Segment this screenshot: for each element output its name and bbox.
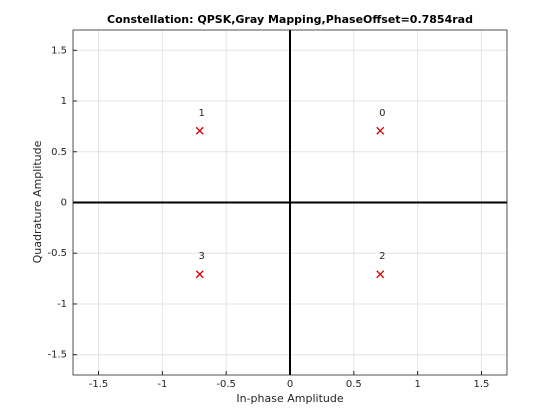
marker: [376, 126, 385, 135]
y-tick-label: 1: [61, 96, 67, 107]
point-label: 0: [379, 108, 385, 119]
x-axis-label: In-phase Amplitude: [236, 392, 343, 405]
point-label: 2: [379, 251, 385, 262]
marker: [195, 126, 204, 135]
point-label: 3: [199, 251, 205, 262]
x-tick-label: 1.5: [474, 379, 490, 390]
x-tick-label: -1.5: [89, 379, 109, 390]
x-tick-label: 1: [414, 379, 420, 390]
y-tick-label: -0.5: [47, 248, 67, 259]
marker: [376, 270, 385, 279]
x-tick-label: 0.5: [346, 379, 362, 390]
y-tick-label: 0: [61, 198, 67, 209]
x-tick-label: -1: [157, 379, 167, 390]
plot-frame: [72, 29, 508, 376]
point-label: 1: [199, 108, 205, 119]
y-tick-label: 0.5: [51, 147, 67, 158]
marker: [195, 270, 204, 279]
y-axis-label: Quadrature Amplitude: [31, 140, 44, 263]
x-tick-label: 0: [287, 379, 293, 390]
y-tick-label: 1.5: [51, 45, 67, 56]
x-tick-label: -0.5: [216, 379, 236, 390]
y-tick-label: -1.5: [47, 350, 67, 361]
chart-title: Constellation: QPSK,Gray Mapping,PhaseOf…: [107, 13, 473, 26]
y-tick-label: -1: [57, 299, 67, 310]
